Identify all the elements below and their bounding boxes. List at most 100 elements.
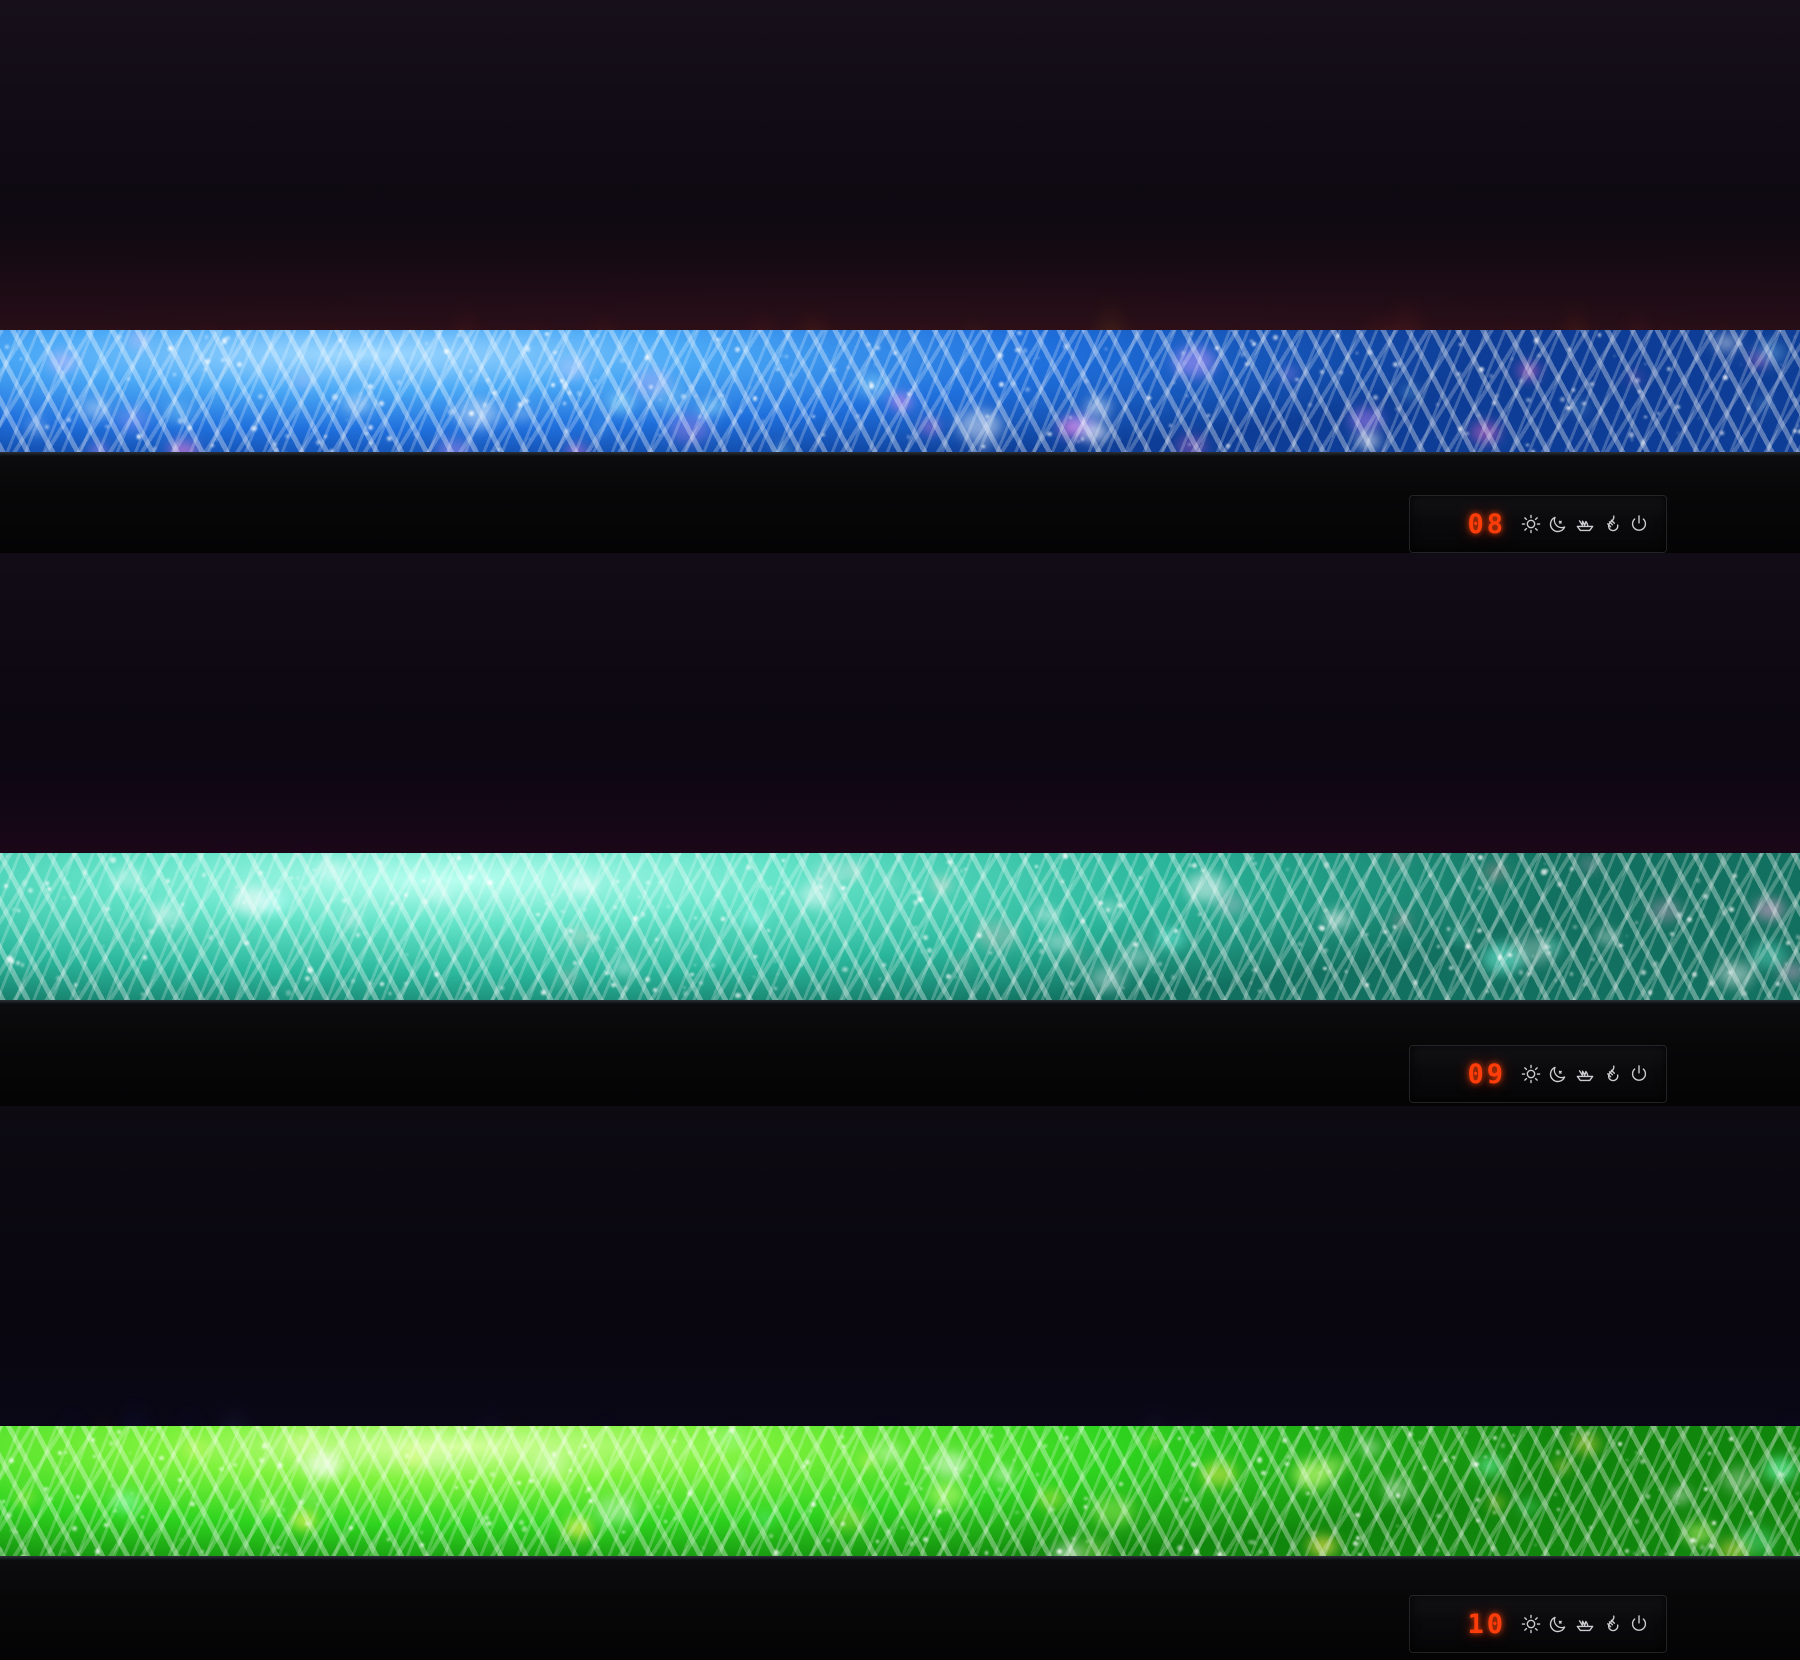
ember-color-tint <box>873 1443 902 1463</box>
ember-sparkle <box>177 1477 182 1482</box>
ember-sparkle <box>1132 941 1139 947</box>
heat-icon[interactable] <box>1601 1063 1623 1085</box>
heat-icon[interactable] <box>1601 513 1623 535</box>
ember-color-tint <box>82 399 108 418</box>
ember-sparkle <box>138 888 143 893</box>
ember-sparkle <box>315 1503 319 1506</box>
control-panel-1[interactable]: 08 <box>1410 496 1666 552</box>
brightness-icon[interactable] <box>1520 1063 1542 1085</box>
ember-sparkle <box>1118 438 1121 441</box>
ember-sparkle <box>204 358 210 364</box>
ember-color-tint <box>595 1496 636 1525</box>
ember-sparkle <box>700 1463 704 1467</box>
ember-sparkle <box>367 383 373 390</box>
ember-sparkle <box>277 1513 281 1518</box>
ember-sparkle <box>545 331 550 337</box>
control-panel-3[interactable]: 10 <box>1410 1596 1666 1652</box>
ember-sparkle <box>1084 1505 1088 1509</box>
power-icon[interactable] <box>1628 1613 1650 1635</box>
ember-sparkle <box>487 880 493 886</box>
ember-sparkle <box>562 401 566 405</box>
ember-sparkle <box>526 348 530 352</box>
ember-sparkle <box>290 876 294 880</box>
ember-sparkle <box>938 1527 941 1530</box>
ember-sparkle <box>1484 1456 1487 1459</box>
ember-sparkle <box>1212 1429 1214 1431</box>
ember-color-tint <box>1489 1498 1503 1508</box>
ember-sparkle <box>1189 332 1193 336</box>
ember-sparkle <box>66 881 71 886</box>
flame-bed-icon[interactable] <box>1574 1063 1596 1085</box>
ember-sparkle <box>1189 863 1193 867</box>
ember-color-tint <box>845 867 860 878</box>
brightness-icon[interactable] <box>1520 1613 1542 1635</box>
ember-color-tint <box>427 884 452 902</box>
ember-sparkle <box>1198 912 1202 917</box>
ember-sparkle <box>1281 1437 1287 1443</box>
ember-sparkle <box>131 939 135 943</box>
ember-sparkle <box>304 976 310 982</box>
ember-sparkle <box>1258 1445 1261 1447</box>
moon-icon[interactable] <box>1547 1613 1569 1635</box>
ember-sparkle <box>1698 416 1701 419</box>
ember-sparkle <box>1708 981 1714 987</box>
ember-color-tint <box>1394 915 1411 927</box>
flame-bed-icon[interactable] <box>1574 513 1596 535</box>
ember-sparkle <box>65 1463 67 1465</box>
ember-sparkle <box>1538 928 1543 933</box>
brightness-icon[interactable] <box>1520 513 1542 535</box>
ember-sparkle <box>996 400 999 404</box>
control-panel-2[interactable]: 09 <box>1410 1046 1666 1102</box>
ember-sparkle <box>597 1546 599 1548</box>
ember-sparkle <box>1477 886 1482 891</box>
ember-color-tint <box>1324 910 1350 929</box>
ember-sparkle <box>104 424 109 429</box>
ember-sparkle <box>919 1487 922 1490</box>
ember-sparkle <box>1184 1496 1190 1502</box>
ember-sparkle <box>1477 413 1480 417</box>
moon-icon[interactable] <box>1547 1063 1569 1085</box>
ember-sparkle <box>998 353 1004 359</box>
ember-color-tint <box>992 1467 1014 1482</box>
ember-sparkle <box>1062 853 1068 859</box>
ember-sparkle <box>63 878 67 882</box>
ember-sparkle <box>316 439 322 445</box>
ember-color-tint <box>614 960 636 975</box>
ember-sparkle <box>135 914 138 917</box>
ember-sparkle <box>1252 861 1257 866</box>
ember-sparkle <box>179 1554 183 1556</box>
ember-sparkle <box>406 1470 411 1475</box>
ember-sparkle <box>1457 426 1462 431</box>
ember-sparkle <box>1677 432 1680 435</box>
ember-sparkle <box>202 1513 205 1517</box>
ember-sparkle <box>57 1450 63 1456</box>
display-value-1: 08 <box>1467 508 1506 540</box>
ember-sparkle <box>420 878 426 884</box>
ember-color-tint <box>1044 932 1074 953</box>
power-icon[interactable] <box>1628 1063 1650 1085</box>
ember-sparkle <box>666 904 671 909</box>
ember-sparkle <box>299 1499 304 1505</box>
ember-sparkle <box>776 973 779 976</box>
ember-sparkle <box>1534 1543 1537 1547</box>
ember-sparkle <box>1049 1506 1055 1512</box>
heat-icon[interactable] <box>1601 1613 1623 1635</box>
flame-bed-icon[interactable] <box>1574 1613 1596 1635</box>
moon-icon[interactable] <box>1547 513 1569 535</box>
ember-sparkle <box>1625 1458 1628 1461</box>
ember-color-tint <box>933 878 950 891</box>
ember-sparkle <box>1217 1552 1222 1556</box>
ember-sparkle <box>221 338 227 344</box>
ember-sparkle <box>802 1465 806 1469</box>
ember-sparkle <box>521 1526 528 1532</box>
ember-color-tint <box>1082 423 1109 442</box>
ember-sparkle <box>1010 1467 1013 1470</box>
ember-color-tint <box>829 1504 867 1531</box>
ember-sparkle <box>1201 868 1205 872</box>
ember-color-tint <box>920 420 939 434</box>
power-icon[interactable] <box>1628 513 1650 535</box>
ember-sparkle <box>1644 415 1647 419</box>
ember-sparkle <box>149 1428 153 1432</box>
ember-sparkle <box>535 912 540 917</box>
ember-color-tint <box>1073 1538 1111 1556</box>
